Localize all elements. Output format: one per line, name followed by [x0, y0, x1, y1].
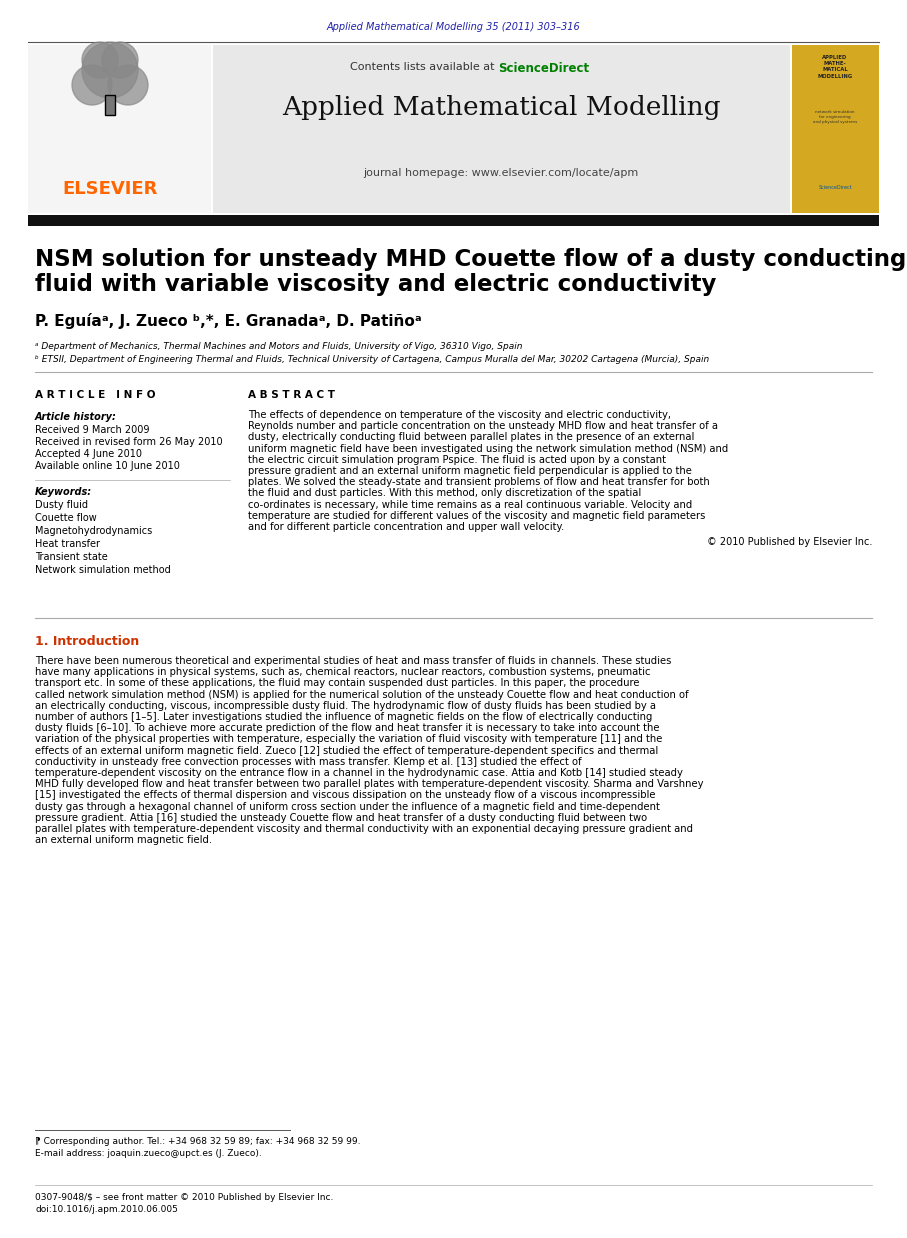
Text: There have been numerous theoretical and experimental studies of heat and mass t: There have been numerous theoretical and… — [35, 656, 671, 666]
Circle shape — [102, 42, 138, 78]
FancyBboxPatch shape — [105, 95, 115, 115]
Text: Magnetohydrodynamics: Magnetohydrodynamics — [35, 526, 152, 536]
Circle shape — [82, 42, 138, 98]
Text: an external uniform magnetic field.: an external uniform magnetic field. — [35, 836, 212, 846]
Text: and for different particle concentration and upper wall velocity.: and for different particle concentration… — [248, 522, 564, 532]
Text: dusty fluids [6–10]. To achieve more accurate prediction of the flow and heat tr: dusty fluids [6–10]. To achieve more acc… — [35, 723, 659, 733]
Text: MHD fully developed flow and heat transfer between two parallel plates with temp: MHD fully developed flow and heat transf… — [35, 779, 704, 789]
Text: Received 9 March 2009: Received 9 March 2009 — [35, 425, 150, 435]
Text: A R T I C L E   I N F O: A R T I C L E I N F O — [35, 390, 155, 400]
FancyBboxPatch shape — [213, 45, 790, 213]
Text: have many applications in physical systems, such as, chemical reactors, nuclear : have many applications in physical syste… — [35, 667, 650, 677]
Text: P. Eguíaᵃ, J. Zueco ᵇ,*, E. Granadaᵃ, D. Patiñoᵃ: P. Eguíaᵃ, J. Zueco ᵇ,*, E. Granadaᵃ, D.… — [35, 313, 422, 329]
Text: Applied Mathematical Modelling 35 (2011) 303–316: Applied Mathematical Modelling 35 (2011)… — [327, 22, 580, 32]
Text: Contents lists available at: Contents lists available at — [350, 62, 498, 72]
Text: Applied Mathematical Modelling: Applied Mathematical Modelling — [282, 95, 720, 120]
Text: NSM solution for unsteady MHD Couette flow of a dusty conducting: NSM solution for unsteady MHD Couette fl… — [35, 248, 906, 271]
Text: effects of an external uniform magnetic field. Zueco [12] studied the effect of : effects of an external uniform magnetic … — [35, 745, 658, 755]
Text: dusty, electrically conducting fluid between parallel plates in the presence of : dusty, electrically conducting fluid bet… — [248, 432, 695, 442]
Text: pressure gradient. Attia [16] studied the unsteady Couette flow and heat transfe: pressure gradient. Attia [16] studied th… — [35, 813, 647, 823]
Text: temperature are studied for different values of the viscosity and magnetic field: temperature are studied for different va… — [248, 511, 706, 521]
Text: called network simulation method (NSM) is applied for the numerical solution of : called network simulation method (NSM) i… — [35, 690, 688, 699]
Text: the fluid and dust particles. With this method, only discretization of the spati: the fluid and dust particles. With this … — [248, 489, 641, 499]
FancyBboxPatch shape — [792, 45, 879, 213]
Text: conductivity in unsteady free convection processes with mass transfer. Klemp et : conductivity in unsteady free convection… — [35, 756, 581, 766]
FancyBboxPatch shape — [28, 215, 879, 227]
Text: variation of the physical properties with temperature, especially the variation : variation of the physical properties wit… — [35, 734, 662, 744]
Text: Network simulation method: Network simulation method — [35, 565, 171, 574]
Text: © 2010 Published by Elsevier Inc.: © 2010 Published by Elsevier Inc. — [707, 537, 872, 547]
Text: The effects of dependence on temperature of the viscosity and electric conductiv: The effects of dependence on temperature… — [248, 410, 671, 420]
Text: 1. Introduction: 1. Introduction — [35, 635, 140, 647]
Text: journal homepage: www.elsevier.com/locate/apm: journal homepage: www.elsevier.com/locat… — [364, 168, 639, 178]
Text: ᵇ ETSII, Department of Engineering Thermal and Fluids, Technical University of C: ᵇ ETSII, Department of Engineering Therm… — [35, 355, 709, 364]
Text: ScienceDirect: ScienceDirect — [818, 184, 852, 189]
Text: Article history:: Article history: — [35, 412, 117, 422]
Text: APPLIED
MATHE-
MATICAL
MODELLING: APPLIED MATHE- MATICAL MODELLING — [817, 54, 853, 78]
Circle shape — [82, 42, 118, 78]
Text: Accepted 4 June 2010: Accepted 4 June 2010 — [35, 449, 142, 459]
Text: network simulation
for engineering
and physical systems: network simulation for engineering and p… — [813, 110, 857, 124]
Text: ELSEVIER: ELSEVIER — [63, 180, 158, 198]
Circle shape — [72, 66, 112, 105]
Text: co-ordinates is necessary, while time remains as a real continuous variable. Vel: co-ordinates is necessary, while time re… — [248, 500, 692, 510]
Text: pressure gradient and an external uniform magnetic field perpendicular is applie: pressure gradient and an external unifor… — [248, 465, 692, 475]
Text: Available online 10 June 2010: Available online 10 June 2010 — [35, 461, 180, 470]
Text: Transient state: Transient state — [35, 552, 108, 562]
Circle shape — [108, 66, 148, 105]
Text: Reynolds number and particle concentration on the unsteady MHD flow and heat tra: Reynolds number and particle concentrati… — [248, 421, 718, 431]
Text: the electric circuit simulation program Pspice. The fluid is acted upon by a con: the electric circuit simulation program … — [248, 454, 666, 464]
FancyBboxPatch shape — [28, 45, 211, 213]
Text: Heat transfer: Heat transfer — [35, 539, 100, 548]
Text: plates. We solved the steady-state and transient problems of flow and heat trans: plates. We solved the steady-state and t… — [248, 477, 710, 488]
Text: dusty gas through a hexagonal channel of uniform cross section under the influen: dusty gas through a hexagonal channel of… — [35, 801, 660, 812]
Text: Received in revised form 26 May 2010: Received in revised form 26 May 2010 — [35, 437, 222, 447]
Text: parallel plates with temperature-dependent viscosity and thermal conductivity wi: parallel plates with temperature-depende… — [35, 825, 693, 834]
Text: Dusty fluid: Dusty fluid — [35, 500, 88, 510]
Text: Keywords:: Keywords: — [35, 487, 93, 496]
Text: fluid with variable viscosity and electric conductivity: fluid with variable viscosity and electr… — [35, 274, 717, 296]
Text: ScienceDirect: ScienceDirect — [498, 62, 590, 76]
Text: doi:10.1016/j.apm.2010.06.005: doi:10.1016/j.apm.2010.06.005 — [35, 1205, 178, 1214]
Text: E-mail address: joaquin.zueco@upct.es (J. Zueco).: E-mail address: joaquin.zueco@upct.es (J… — [35, 1149, 262, 1158]
Text: ᵃ Department of Mechanics, Thermal Machines and Motors and Fluids, University of: ᵃ Department of Mechanics, Thermal Machi… — [35, 342, 522, 352]
Text: an electrically conducting, viscous, incompressible dusty fluid. The hydrodynami: an electrically conducting, viscous, inc… — [35, 701, 656, 711]
Text: uniform magnetic field have been investigated using the network simulation metho: uniform magnetic field have been investi… — [248, 443, 728, 453]
Text: ⁋ Corresponding author. Tel.: +34 968 32 59 89; fax: +34 968 32 59 99.: ⁋ Corresponding author. Tel.: +34 968 32… — [35, 1136, 360, 1146]
Text: Couette flow: Couette flow — [35, 513, 97, 522]
Text: 0307-9048/$ – see front matter © 2010 Published by Elsevier Inc.: 0307-9048/$ – see front matter © 2010 Pu… — [35, 1193, 334, 1202]
Text: temperature-dependent viscosity on the entrance flow in a channel in the hydrody: temperature-dependent viscosity on the e… — [35, 768, 683, 777]
Text: transport etc. In some of these applications, the fluid may contain suspended du: transport etc. In some of these applicat… — [35, 678, 639, 688]
Text: A B S T R A C T: A B S T R A C T — [248, 390, 335, 400]
Text: [15] investigated the effects of thermal dispersion and viscous dissipation on t: [15] investigated the effects of thermal… — [35, 790, 656, 801]
Text: number of authors [1–5]. Later investigations studied the influence of magnetic : number of authors [1–5]. Later investiga… — [35, 712, 652, 722]
